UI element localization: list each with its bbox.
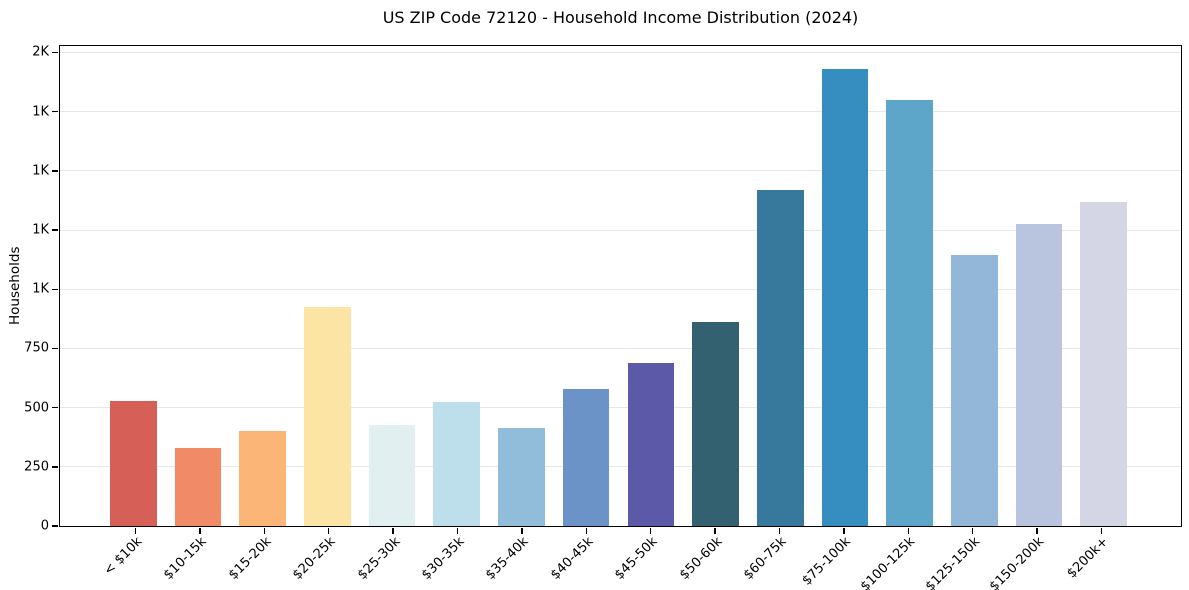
- y-axis-label: Households: [7, 246, 23, 326]
- x-tick-mark-2: [263, 528, 266, 534]
- x-tick-mark-15: [1100, 528, 1103, 534]
- x-tick-label-11: $75-100k: [799, 534, 854, 589]
- x-tick-label-4: $25-30k: [354, 534, 404, 583]
- bar-20-25k: [303, 306, 351, 526]
- y-tick-label-0: 0: [40, 518, 49, 534]
- bar-150-200k: [1015, 224, 1063, 526]
- y-tick-mark-250: [52, 466, 58, 468]
- bar-40-45k: [562, 388, 610, 526]
- bar-10k: [109, 400, 157, 526]
- chart-title: US ZIP Code 72120 - Household Income Dis…: [382, 8, 859, 27]
- x-tick-mark-1: [199, 528, 201, 534]
- x-tick-mark-4: [392, 528, 394, 534]
- bar-45-50k: [627, 362, 675, 526]
- gridline-1750: [60, 111, 1181, 113]
- x-tick-mark-6: [521, 528, 523, 534]
- bar-15-20k: [239, 431, 286, 526]
- x-tick-label-2: $15-20k: [225, 534, 275, 583]
- x-tick-mark-13: [972, 528, 974, 534]
- y-tick-mark-1500: [52, 170, 58, 172]
- y-tick-label-250: 250: [24, 459, 49, 475]
- plot-area: 0 250 500 750 1K 1K 1K 1K 2K < $10k $10-15k $15-20…: [24, 45, 1182, 590]
- y-tick-mark-2000: [52, 51, 58, 54]
- y-tick-mark-500: [52, 406, 58, 409]
- x-tick-label-9: $50-60k: [676, 534, 726, 583]
- y-tick-label-1000: 1K: [32, 281, 49, 297]
- x-tick-label-5: $30-35k: [418, 534, 468, 583]
- bar-60-75k: [756, 189, 804, 526]
- y-tick-label-500: 500: [24, 400, 49, 416]
- y-tick-label-1250: 1K: [32, 222, 49, 238]
- bar-125-150k: [951, 254, 998, 526]
- bar-200k+: [1080, 201, 1128, 526]
- x-tick-mark-9: [714, 528, 716, 534]
- x-tick-label-0: < $10k: [101, 534, 146, 579]
- bar-100-125k: [886, 99, 933, 526]
- x-tick-label-7: $40-45k: [547, 534, 597, 583]
- gridline-500: [60, 407, 1181, 409]
- x-tick-label-14: $150-200k: [986, 534, 1048, 590]
- x-tick-label-1: $10-15k: [161, 534, 210, 583]
- y-tick-mark-1250: [52, 229, 58, 231]
- gridline-1500: [60, 170, 1181, 172]
- x-tick-label-10: $60-75k: [740, 534, 790, 583]
- x-tick-mark-7: [585, 528, 588, 534]
- x-tick-mark-5: [456, 528, 459, 534]
- x-tick-label-15: $200k+: [1064, 534, 1112, 582]
- y-tick-mark-1750: [52, 110, 58, 113]
- gridline-750: [60, 347, 1181, 349]
- x-tick-label-8: $45-50k: [612, 534, 661, 583]
- y-tick-label-1750: 1K: [32, 104, 49, 120]
- y-tick-label-2000: 2K: [32, 44, 49, 60]
- y-tick-mark-0: [52, 525, 58, 527]
- x-tick-label-13: $125-150k: [922, 534, 983, 590]
- x-tick-label-12: $100-125k: [858, 534, 919, 590]
- bar-50-60k: [692, 322, 739, 526]
- gridline-2000: [60, 51, 1181, 53]
- x-tick-label-3: $20-25k: [290, 534, 339, 583]
- bar-30-35k: [433, 401, 481, 526]
- x-tick-mark-10: [778, 528, 781, 534]
- bar-35-40k: [498, 427, 545, 526]
- y-tick-mark-1000: [52, 288, 58, 290]
- x-tick-mark-3: [328, 528, 330, 534]
- gridline-250: [60, 466, 1181, 468]
- y-tick-mark-750: [52, 347, 58, 350]
- gridline-1000: [60, 288, 1181, 290]
- x-tick-mark-11: [843, 528, 845, 534]
- bar-75-100k: [821, 68, 869, 526]
- x-tick-mark-0: [134, 528, 137, 534]
- bar-25-30k: [368, 425, 416, 526]
- x-tick-mark-12: [907, 528, 909, 534]
- x-tick-mark-14: [1036, 528, 1038, 534]
- x-tick-label-6: $35-40k: [483, 534, 532, 583]
- gridline-1250: [60, 229, 1181, 231]
- y-tick-label-750: 750: [24, 340, 49, 356]
- bar-10-15k: [174, 447, 222, 526]
- bars-layer: [60, 46, 1181, 526]
- x-tick-mark-8: [650, 528, 652, 534]
- y-tick-label-1500: 1K: [32, 163, 49, 179]
